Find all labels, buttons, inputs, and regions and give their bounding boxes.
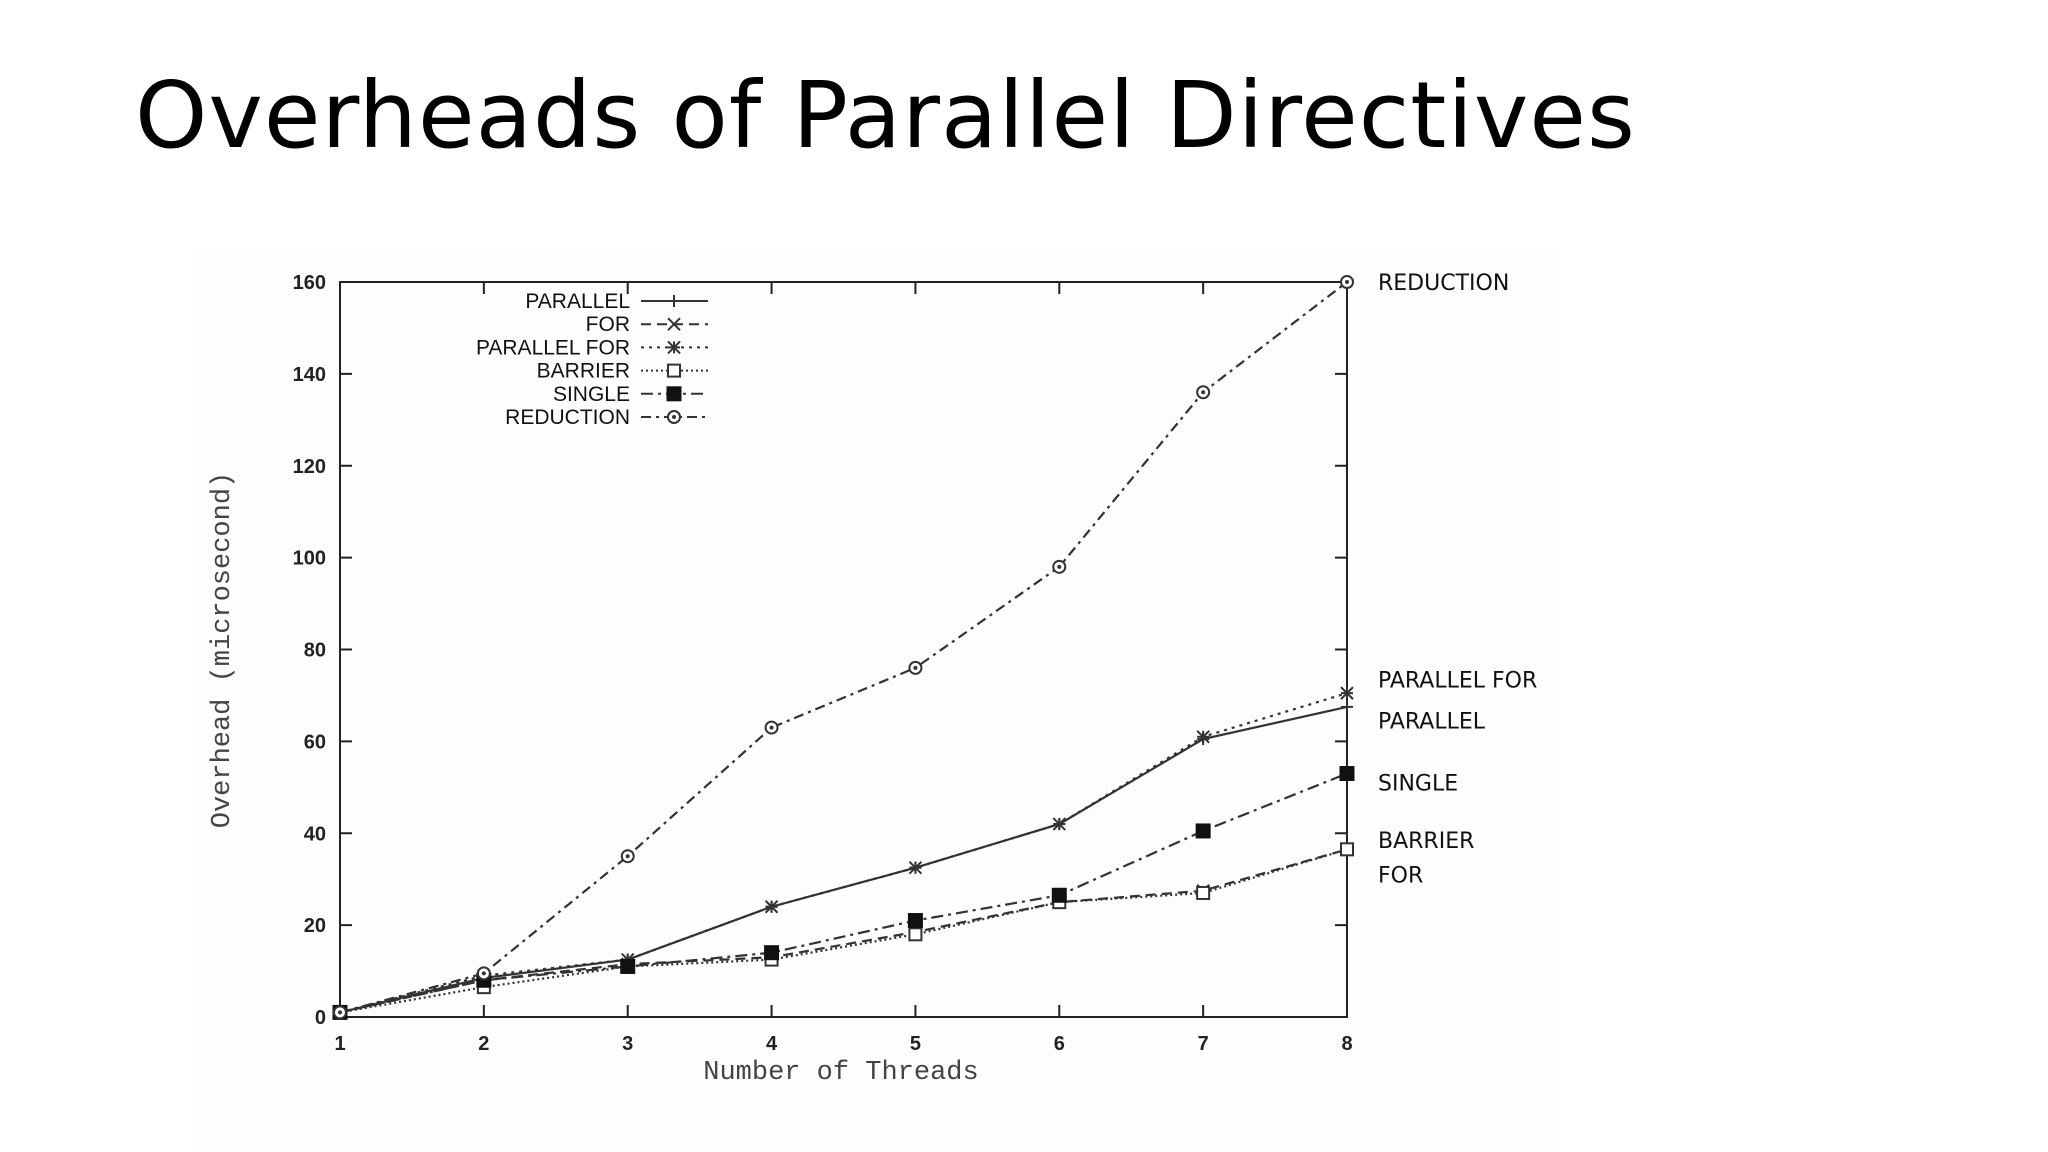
series-line [339,848,1348,1014]
legend-marker [667,410,681,424]
side-label: PARALLEL [1378,710,1486,735]
data-point [764,900,779,914]
legend-label: REDUCTION [505,406,630,429]
data-point [764,720,779,735]
data-point [908,860,923,875]
x-axis-label: Number of Threads [703,1058,978,1088]
data-point [1052,559,1067,574]
data-point [1052,817,1066,831]
series-line [339,281,1348,1014]
legend-label: PARALLEL FOR [476,336,630,359]
x-tick-label: 8 [1341,1033,1352,1055]
data-point [1340,275,1354,289]
series-barrier [333,842,1354,1020]
series-line [339,692,1348,1014]
data-point [1341,700,1353,713]
series-line [339,705,1348,1014]
legend-marker [666,386,682,402]
y-tick-label: 80 [304,640,326,662]
data-point [333,1005,347,1020]
legend-marker [668,295,680,307]
data-point [1196,730,1210,744]
x-tick-label: 3 [622,1033,633,1055]
series-reduction [333,275,1354,1020]
legend-label: SINGLE [553,383,630,406]
data-point [908,927,923,942]
side-label: BARRIER [1378,829,1474,854]
x-tick-label: 7 [1198,1033,1209,1055]
data-point [1196,385,1211,400]
plot-panel [196,250,1556,1152]
legend-label: FOR [586,313,630,336]
x-tick-label: 5 [910,1033,921,1055]
y-tick-label: 120 [293,456,326,478]
data-point [764,945,780,961]
side-label: SINGLE [1378,772,1458,797]
data-point [1340,686,1354,700]
x-tick-label: 6 [1054,1033,1065,1055]
y-tick-label: 100 [293,548,326,570]
series-line [339,848,1348,1014]
plot-frame [339,281,1348,1018]
data-point [476,966,491,981]
data-point [620,849,635,864]
legend-label: PARALLEL [525,290,630,313]
x-tick-label: 4 [766,1033,778,1055]
legend-marker [667,317,681,331]
data-point [907,913,923,929]
x-tick-label: 1 [334,1033,345,1055]
y-tick-label: 0 [315,1007,326,1029]
side-label: REDUCTION [1378,271,1509,296]
y-tick-label: 160 [293,272,326,294]
data-point [1196,885,1211,900]
data-point [1051,887,1067,903]
side-label: FOR [1378,864,1423,889]
data-point [620,958,636,974]
y-tick-label: 40 [304,823,326,845]
y-tick-label: 140 [293,364,326,386]
data-point [1340,842,1354,857]
side-label: PARALLEL FOR [1378,668,1537,693]
x-tick-label: 2 [478,1033,489,1055]
y-tick-label: 60 [304,731,326,753]
series-line [339,772,1348,1014]
legend-label: BARRIER [537,360,630,383]
data-point [1195,823,1211,839]
slide-title: Overheads of Parallel Directives [135,62,1636,169]
y-axis-label: Overhead (microsecond) [208,472,238,828]
data-point [908,660,923,675]
data-point [1339,766,1355,782]
legend-marker [667,340,681,355]
legend-marker [667,363,681,378]
y-tick-label: 20 [304,915,326,937]
